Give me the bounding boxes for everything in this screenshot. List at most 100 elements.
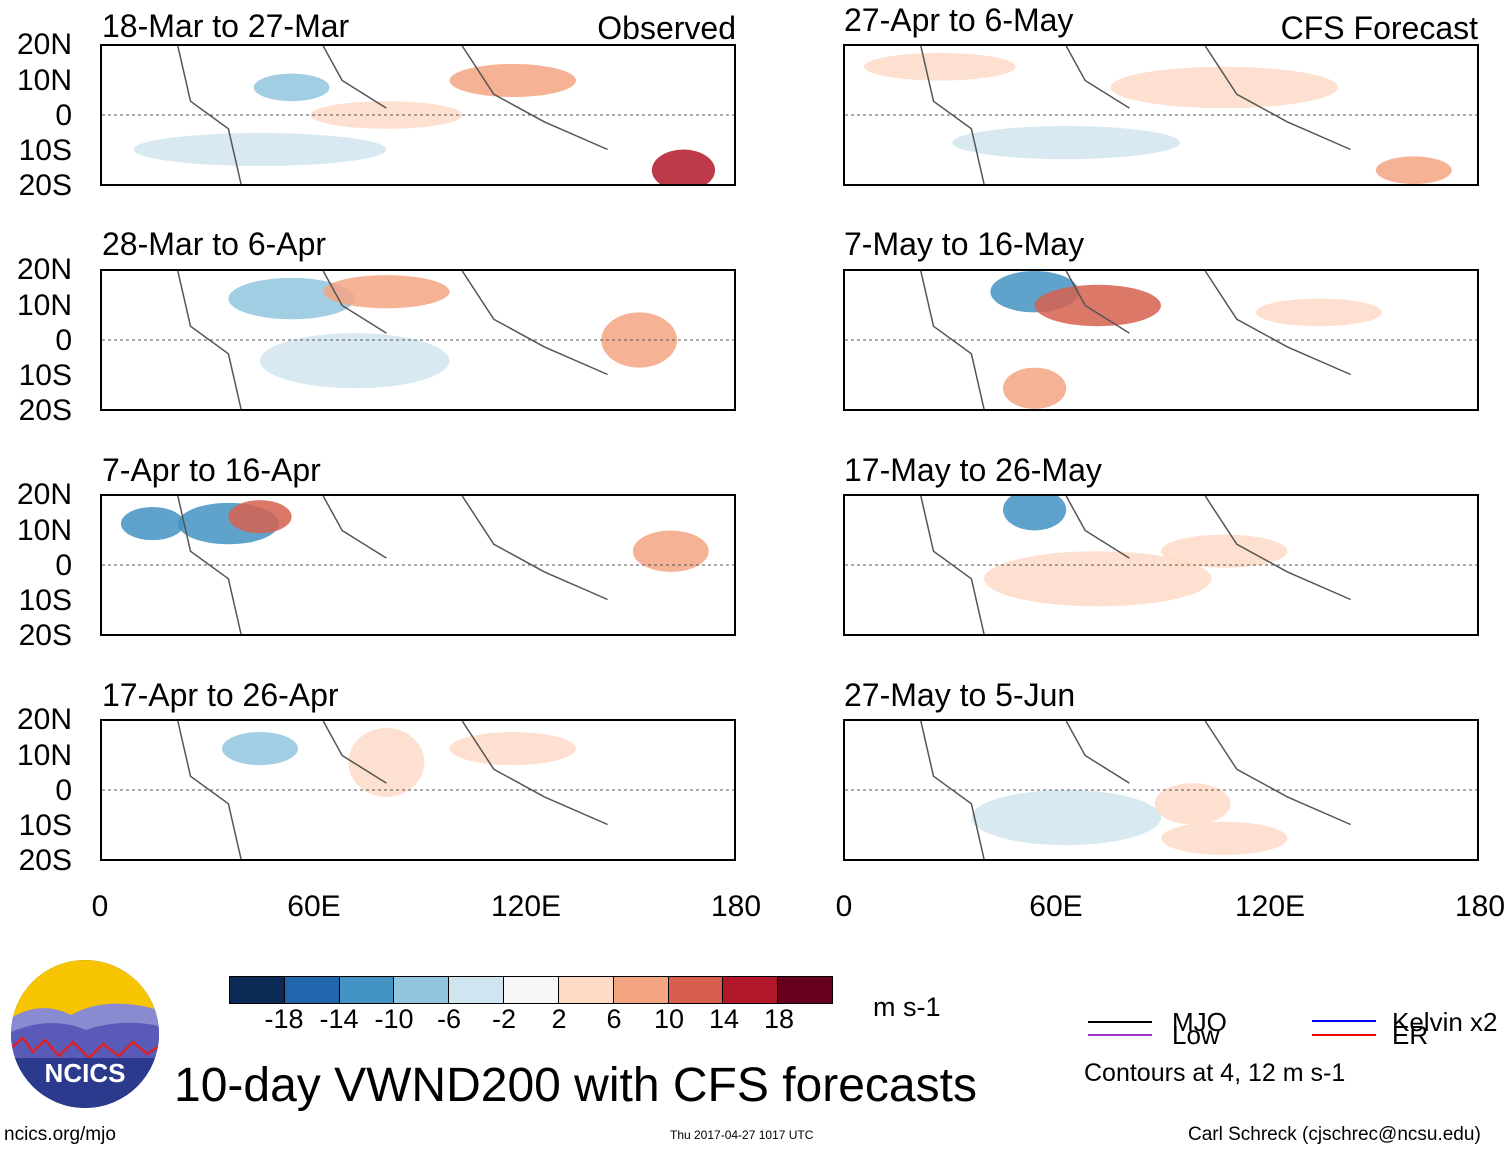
panel-title: 28-Mar to 6-Apr [102, 226, 327, 262]
colorbar-swatch [504, 977, 559, 1003]
lon-label: 60E [287, 890, 341, 923]
map [100, 44, 736, 186]
colorbar-swatch [723, 977, 779, 1003]
coastline [920, 46, 1351, 184]
colorbar-swatch [394, 977, 450, 1003]
lat-label: 20N [16, 703, 72, 736]
panel-title: 7-Apr to 16-Apr [102, 452, 321, 488]
coastline [177, 496, 608, 634]
panel-title: 18-Mar to 27-Mar [102, 8, 350, 44]
colorbar-tick: -2 [491, 1004, 516, 1034]
map [100, 269, 736, 411]
anomaly-region [1110, 66, 1338, 109]
lat-label: 20S [18, 169, 72, 202]
map-canvas [845, 271, 1477, 409]
map-canvas [102, 721, 734, 859]
colorbar-tick: -14 [319, 1004, 359, 1034]
lat-label: 20S [18, 619, 72, 652]
legend-note: Contours at 4, 12 m s-1 [1084, 1059, 1346, 1087]
anomaly-region [632, 530, 709, 572]
lon-label: 120E [490, 890, 562, 923]
anomaly-region [1034, 284, 1161, 327]
logo-graphic: NCICS [11, 960, 159, 1108]
footer-link[interactable]: ncics.org/mjo [4, 1124, 116, 1145]
anomaly-region [228, 277, 355, 320]
colorbar-tick: 14 [708, 1004, 740, 1034]
anomaly-region [984, 551, 1212, 607]
lat-label: 20S [18, 394, 72, 427]
panel-label: Observed [597, 10, 736, 46]
legend-label-low: Low [1172, 1020, 1220, 1050]
footer-timestamp: Thu 2017-04-27 1017 UTC [670, 1128, 814, 1142]
anomaly-region [449, 63, 576, 98]
panel-title: 7-May to 16-May [844, 226, 1085, 262]
colorbar-swatch [613, 977, 669, 1003]
lat-label: 10S [18, 584, 72, 617]
colorbar-tick: -10 [374, 1004, 414, 1034]
logo-text: NCICS [45, 1058, 126, 1088]
colorbar-swatch [668, 977, 724, 1003]
colorbar-swatch [778, 977, 832, 1003]
lon-label: 0 [91, 890, 109, 923]
anomaly-region [449, 732, 576, 766]
legend-label-er: ER [1392, 1020, 1429, 1050]
footer-credit: Carl Schreck (cjschrec@ncsu.edu) [1188, 1124, 1481, 1145]
panel-title: 17-Apr to 26-Apr [102, 677, 339, 713]
anomaly-region [1375, 156, 1452, 184]
colorbar [229, 976, 833, 1004]
lon-label: 180 [1454, 890, 1506, 923]
anomaly-region [971, 790, 1161, 846]
lat-label: 0 [55, 549, 72, 582]
colorbar-tick: -18 [264, 1004, 304, 1034]
lon-label: 60E [1029, 890, 1083, 923]
anomaly-region [348, 727, 425, 797]
map [100, 719, 736, 861]
map [843, 44, 1479, 186]
map-canvas [102, 271, 734, 409]
lat-label: 10N [16, 289, 72, 322]
anomaly-region [651, 149, 716, 184]
coastline [920, 271, 1351, 409]
colorbar-swatch [339, 977, 395, 1003]
anomaly-region [260, 333, 450, 389]
coastline [920, 721, 1351, 859]
colorbar-tick: 18 [763, 1004, 795, 1034]
lon-label: 0 [835, 890, 853, 923]
coastline [177, 46, 608, 184]
lat-label: 20N [16, 28, 72, 61]
legend-line-kelvin [1312, 1020, 1376, 1022]
anomaly-region [228, 500, 292, 534]
lat-label: 10S [18, 809, 72, 842]
coastline [920, 496, 1351, 634]
lat-label: 10N [16, 514, 72, 547]
colorbar-tick: 2 [551, 1004, 567, 1034]
colorbar-tick: 6 [606, 1004, 622, 1034]
colorbar-tick: -6 [436, 1004, 461, 1034]
anomaly-region [1003, 367, 1067, 409]
coastline [177, 271, 608, 409]
map [843, 494, 1479, 636]
colorbar-swatch [558, 977, 614, 1003]
map [843, 719, 1479, 861]
lat-label: 0 [55, 324, 72, 357]
lat-label: 20S [18, 844, 72, 877]
lat-label: 20N [16, 253, 72, 286]
lat-label: 10N [16, 739, 72, 772]
lat-label: 10N [16, 64, 72, 97]
lon-label: 180 [710, 890, 762, 923]
anomaly-region [952, 126, 1180, 160]
map [100, 494, 736, 636]
lat-label: 10S [18, 359, 72, 392]
map-canvas [102, 46, 734, 184]
coastline [177, 721, 608, 859]
anomaly-region [323, 275, 450, 309]
panel-label: CFS Forecast [1280, 10, 1478, 46]
map [843, 269, 1479, 411]
ncics-logo: NCICS [11, 960, 159, 1108]
anomaly-region [863, 52, 1016, 81]
map-canvas [845, 46, 1477, 184]
legend-line-low [1088, 1034, 1152, 1036]
legend-line-er [1312, 1034, 1376, 1036]
colorbar-swatch [284, 977, 340, 1003]
map-canvas [845, 496, 1477, 634]
